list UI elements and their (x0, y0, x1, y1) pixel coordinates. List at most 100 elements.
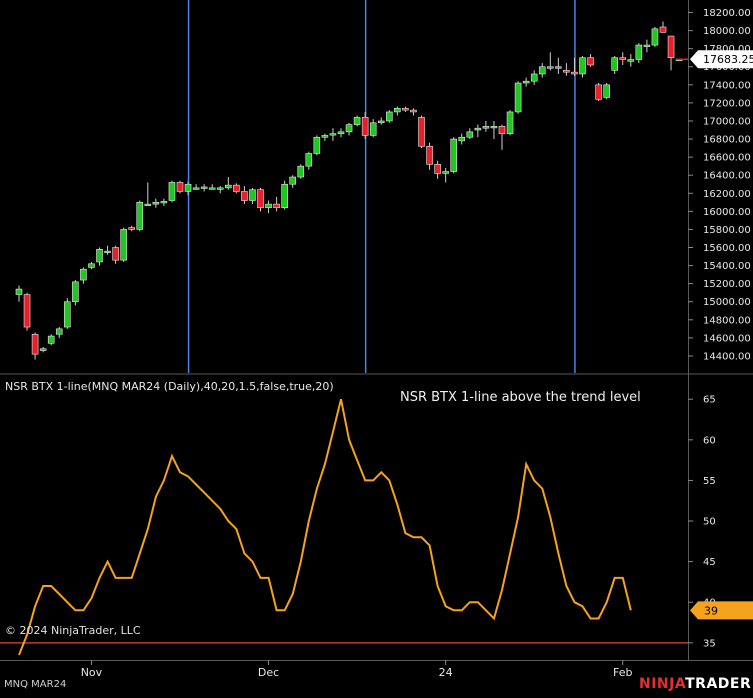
candle-body (281, 183, 288, 209)
price-tick-label: 16200.00 (703, 189, 751, 200)
candle-body (563, 70, 570, 73)
candle-body (410, 109, 417, 113)
candle-body (273, 203, 280, 209)
price-tick-label: 14600.00 (703, 333, 751, 344)
time-tick-label: Nov (81, 666, 103, 679)
candle-body (345, 124, 353, 133)
price-tick-label: 17400.00 (703, 80, 751, 91)
candle-body (402, 108, 409, 111)
candle-body (426, 145, 433, 165)
candle-body (627, 59, 635, 62)
candle-body (297, 165, 305, 178)
candle-body (385, 111, 393, 122)
candle-body (160, 201, 168, 204)
candle-body (643, 44, 651, 47)
candle-body (128, 227, 135, 230)
candle-body (434, 164, 441, 174)
candle-body (72, 281, 79, 303)
candle-body (611, 57, 619, 71)
candle-body (530, 73, 538, 82)
candle-body (208, 187, 216, 190)
price-tick-label: 16800.00 (703, 135, 751, 146)
candle-body (579, 57, 586, 75)
price-tick-label: 15600.00 (703, 243, 751, 254)
candle-body (31, 333, 39, 355)
candle-body (184, 183, 192, 192)
candle-body (112, 247, 119, 261)
candle-body (651, 28, 659, 46)
candle-body (361, 117, 369, 136)
candle-body (313, 136, 321, 154)
candle-body (216, 187, 224, 190)
candle-body (55, 328, 63, 335)
price-tick-label: 15200.00 (703, 279, 751, 290)
indicator-series-line (18, 398, 632, 656)
candle-body (249, 189, 256, 201)
candle-body (458, 136, 466, 142)
indicator-tick-label: 45 (703, 557, 716, 568)
candle-body (39, 348, 47, 351)
candle-body (659, 26, 667, 33)
candle-body (305, 153, 313, 167)
candle-body (233, 184, 240, 192)
indicator-tick-label: 50 (703, 517, 716, 528)
candle-body (490, 126, 498, 129)
candle-body (289, 176, 297, 185)
candle-body (522, 80, 530, 84)
instrument-label: MNQ MAR24 (4, 679, 67, 690)
candle-body (225, 184, 232, 189)
candle-body (104, 250, 111, 253)
price-tick-label: 14400.00 (703, 351, 751, 362)
candle-body (120, 229, 127, 261)
price-tick-label: 15000.00 (703, 297, 751, 308)
brand-logo: NINJATRADER (639, 676, 751, 692)
candle-body (168, 182, 176, 201)
time-tick-label: Feb (613, 666, 632, 679)
candle-body (200, 186, 208, 189)
price-tick-label: 16000.00 (703, 207, 751, 218)
candle-body (442, 171, 449, 174)
price-tick-label: 15800.00 (703, 225, 751, 236)
candle-body (571, 71, 578, 75)
candle-body (369, 122, 377, 136)
candle-body (394, 108, 401, 113)
candle-body (23, 294, 31, 328)
candle-body (450, 138, 458, 172)
candle-body (667, 35, 675, 59)
last-price-label: 17683.25 (703, 53, 753, 66)
price-tick-label: 14800.00 (703, 315, 751, 326)
price-tick-label: 17800.00 (703, 44, 751, 55)
candle-body (635, 44, 643, 60)
price-tick-label: 18000.00 (703, 26, 751, 37)
candle-body (15, 288, 23, 295)
candle-body (498, 126, 506, 134)
candle-body (353, 117, 361, 125)
indicator-annotation: NSR BTX 1-line above the trend level (400, 390, 641, 405)
candle-body (64, 301, 71, 328)
price-tick-label: 18200.00 (703, 8, 751, 19)
brand-right: TRADER (685, 676, 752, 692)
time-tick-label: 24 (439, 666, 453, 679)
candle-body (587, 57, 594, 66)
price-tick-label: 16400.00 (703, 171, 751, 182)
indicator-last-label: 39 (704, 604, 718, 617)
indicator-tick-label: 65 (703, 395, 716, 406)
indicator-tick-label: 35 (703, 638, 716, 649)
last-price-marker (690, 50, 753, 69)
candle-body (152, 202, 160, 205)
indicator-tick-label: 55 (703, 476, 716, 487)
candle-body (329, 133, 337, 136)
brand-left: NINJA (639, 676, 686, 692)
candle-body (619, 57, 627, 60)
candle-body (337, 131, 345, 134)
candle-body (47, 335, 55, 344)
candle-body (80, 268, 87, 281)
candle-body (546, 66, 554, 69)
indicator-last-marker (690, 601, 753, 620)
candle-body (506, 111, 514, 134)
indicator-title: NSR BTX 1-line(MNQ MAR24 (Daily),40,20,1… (5, 380, 334, 393)
candle-body (474, 127, 482, 131)
candle-body (88, 263, 95, 268)
candle-body (176, 182, 184, 192)
